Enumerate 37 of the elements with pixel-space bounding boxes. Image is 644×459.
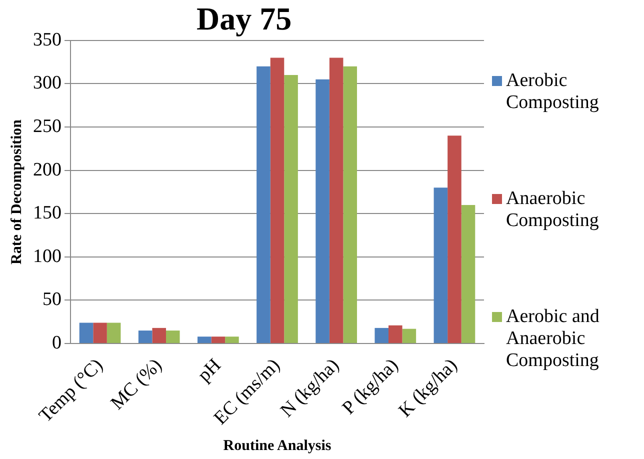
y-tick-label: 150 — [33, 202, 62, 224]
y-tick-label: 50 — [42, 289, 62, 310]
bar — [138, 330, 152, 344]
bar — [270, 58, 284, 344]
y-tick-label: 200 — [33, 159, 62, 180]
bar — [388, 325, 402, 344]
x-axis-title: Routine Analysis — [223, 438, 332, 454]
x-tick-label: pH — [194, 354, 226, 386]
bar — [343, 66, 357, 344]
bar — [93, 322, 107, 344]
y-tick-label: 100 — [33, 246, 62, 267]
bar — [284, 75, 298, 344]
legend-label: Anaerobic Composting — [506, 188, 600, 232]
y-axis-title: Rate of Decomposition — [8, 118, 25, 264]
y-tick-label: 350 — [33, 29, 62, 50]
x-tick-label: MC (%) — [106, 354, 166, 414]
bar — [402, 328, 416, 344]
bar — [329, 58, 344, 344]
y-tick-label: 250 — [33, 116, 62, 137]
bar — [152, 328, 166, 344]
bar — [198, 336, 212, 344]
bar — [448, 136, 462, 344]
chart-title: Day 75 — [196, 0, 292, 36]
bar — [211, 336, 226, 344]
bar — [225, 336, 239, 344]
y-tick-label: 300 — [33, 72, 62, 94]
bar — [166, 330, 180, 344]
bar — [434, 188, 448, 344]
legend-label: Aerobic Composting — [506, 70, 600, 114]
legend-label: Aerobic and Anaerobic Composting — [506, 306, 600, 372]
bar — [316, 79, 330, 344]
bar — [461, 204, 476, 344]
bar — [79, 322, 94, 344]
bar — [106, 322, 121, 344]
bar — [374, 328, 388, 344]
y-tick-label: 0 — [52, 332, 62, 354]
bar — [256, 66, 270, 344]
